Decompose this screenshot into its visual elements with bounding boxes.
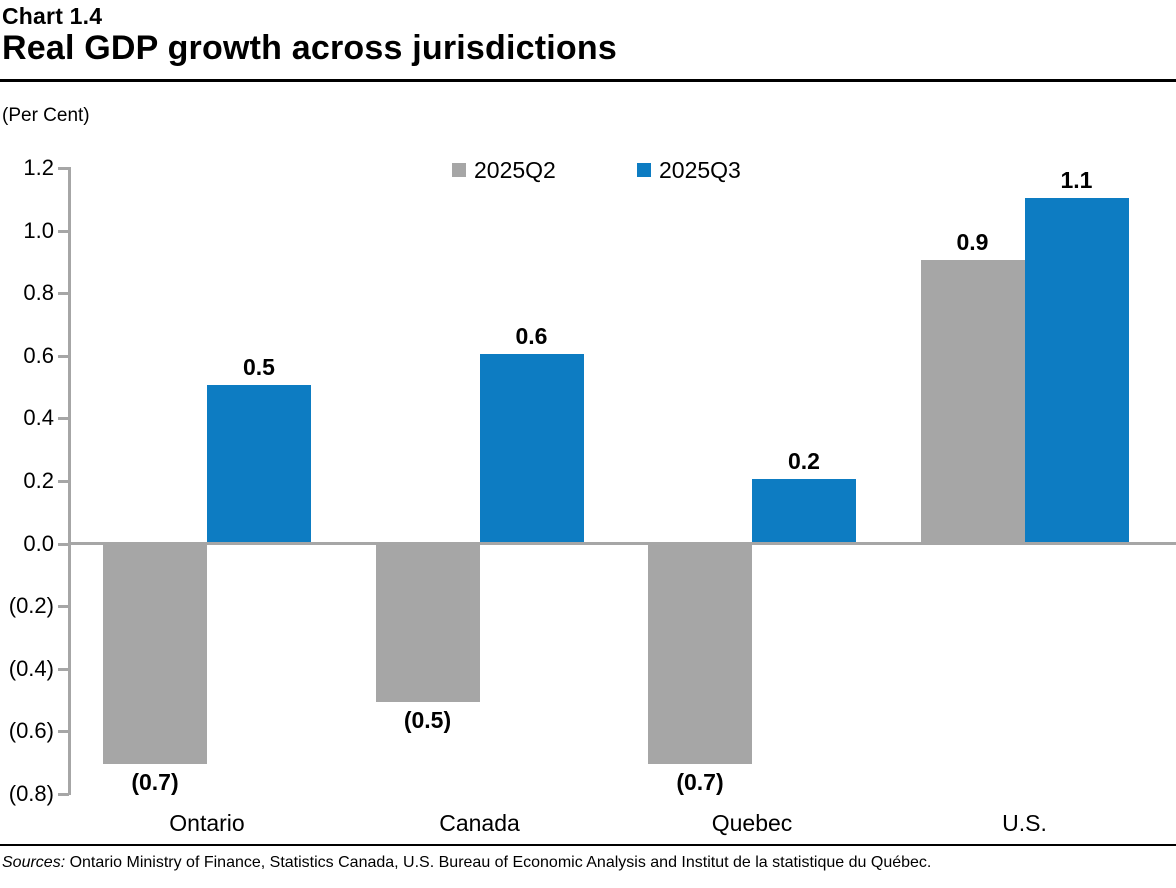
bar-value-label: 0.2 xyxy=(788,448,820,474)
legend-label: 2025Q3 xyxy=(659,157,741,183)
sources-text: Ontario Ministry of Finance, Statistics … xyxy=(65,854,932,871)
y-axis-tick-label: 1.2 xyxy=(23,155,54,180)
bar-value-label: (0.7) xyxy=(131,769,179,795)
bar-2025q2-u-s xyxy=(920,260,1025,542)
bar-2025q3-ontario xyxy=(207,385,311,542)
legend-item-2025q3: 2025Q3 xyxy=(637,157,741,183)
y-axis-line xyxy=(68,167,71,795)
sources-note: Sources: Ontario Ministry of Finance, St… xyxy=(2,852,931,873)
y-axis-tick-label: 1.0 xyxy=(23,218,54,243)
legend-swatch-2025q3 xyxy=(637,163,651,177)
y-axis-tick xyxy=(58,292,69,295)
bar-value-label: 1.1 xyxy=(1060,167,1093,193)
page-title: Real GDP growth across jurisdictions xyxy=(2,29,617,67)
bar-value-label: (0.7) xyxy=(676,769,724,795)
legend-label: 2025Q2 xyxy=(474,157,556,183)
footer-divider xyxy=(0,844,1176,846)
y-axis-tick-label: 0.4 xyxy=(23,405,54,430)
y-axis-tick xyxy=(58,480,69,483)
zero-baseline xyxy=(68,542,1176,545)
sources-label: Sources: xyxy=(2,854,66,871)
y-axis-tick xyxy=(58,355,69,358)
y-axis-tick xyxy=(58,167,69,170)
bar-2025q2-canada xyxy=(375,545,480,702)
bar-value-label: 0.9 xyxy=(956,229,989,255)
bar-2025q3-u-s xyxy=(1024,198,1129,542)
bar-2025q3-quebec xyxy=(752,479,856,542)
y-axis-tick xyxy=(58,730,69,733)
y-axis-tick-label: (0.6) xyxy=(8,718,54,743)
legend-item-2025q2: 2025Q2 xyxy=(452,157,556,183)
x-category-label: Canada xyxy=(439,810,520,836)
x-category-label: Quebec xyxy=(711,810,793,836)
y-axis-tick-label: 0.8 xyxy=(23,280,54,305)
y-axis-tick-label: (0.4) xyxy=(8,656,54,681)
bar-2025q3-canada xyxy=(479,354,584,542)
y-axis-tick-label: (0.8) xyxy=(8,781,54,806)
y-axis-tick-label: 0.0 xyxy=(23,531,54,556)
x-category-label: Ontario xyxy=(169,810,245,836)
y-axis-unit-label: (Per Cent) xyxy=(2,105,90,126)
bar-2025q2-quebec xyxy=(648,545,752,764)
y-axis-tick-label: (0.2) xyxy=(8,593,54,618)
bar-value-label: (0.5) xyxy=(403,707,452,733)
y-axis-tick xyxy=(58,668,69,671)
legend-swatch-2025q2 xyxy=(452,163,466,177)
x-category-label: U.S. xyxy=(1002,810,1047,836)
y-axis-tick xyxy=(58,417,69,420)
y-axis-tick xyxy=(58,793,69,796)
y-axis-tick xyxy=(58,230,69,233)
title-divider xyxy=(0,79,1176,82)
y-axis-tick-label: 0.6 xyxy=(23,343,54,368)
bar-value-label: 0.5 xyxy=(243,354,275,380)
chart-number: Chart 1.4 xyxy=(2,3,103,29)
y-axis-tick xyxy=(58,543,69,546)
y-axis-tick xyxy=(58,605,69,608)
bar-value-label: 0.6 xyxy=(515,323,548,349)
bar-2025q2-ontario xyxy=(103,545,207,764)
y-axis-tick-label: 0.2 xyxy=(23,468,54,493)
